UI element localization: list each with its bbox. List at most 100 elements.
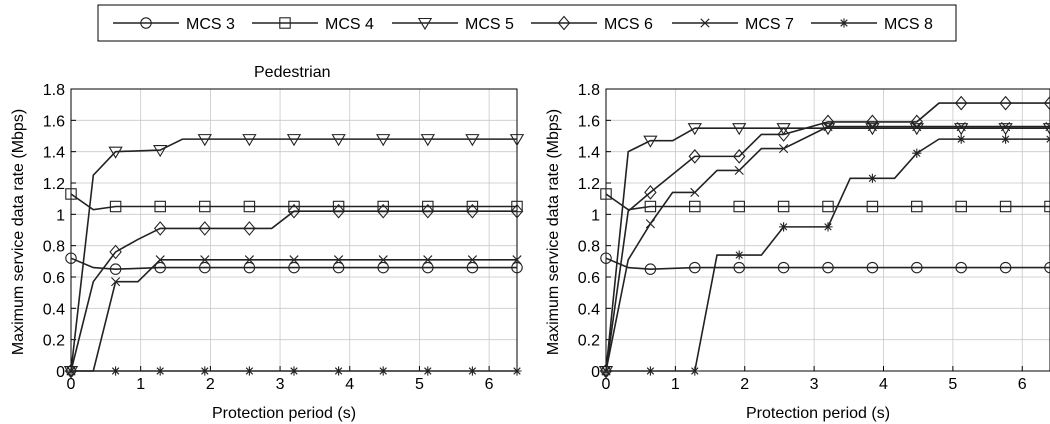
data-point [109, 263, 122, 275]
series-mcs-3 [65, 252, 523, 275]
data-point [64, 363, 78, 379]
plot-frame [605, 88, 1050, 372]
legend-marker-mcs-8 [839, 18, 849, 28]
data-point [243, 200, 256, 213]
data-point [690, 366, 700, 376]
series-line [70, 210, 517, 372]
series-line [70, 257, 517, 270]
legend-label: MCS 7 [745, 16, 794, 33]
legend-label: MCS 4 [325, 16, 374, 33]
data-point [956, 122, 966, 132]
data-point [1043, 95, 1050, 111]
data-point [909, 123, 924, 136]
data-point [689, 200, 701, 213]
data-point [1001, 134, 1011, 144]
series-mcs-4 [65, 188, 523, 213]
data-point [378, 255, 388, 265]
x-axis-label: Protection period (s) [746, 405, 890, 422]
data-point [66, 366, 76, 376]
x-tick-label: 2 [740, 376, 749, 393]
data-point [511, 261, 523, 274]
x-tick-label: 6 [485, 376, 494, 393]
data-point [289, 255, 299, 265]
data-point [911, 261, 923, 274]
x-tick-label: 1 [671, 376, 680, 393]
data-point [600, 188, 612, 200]
series-line [605, 102, 1050, 372]
data-point [823, 122, 833, 132]
y-tick-label: 1.6 [43, 113, 65, 130]
x-tick-label: 3 [276, 376, 285, 393]
data-point [867, 122, 877, 132]
y-tick-label: 0 [591, 364, 600, 381]
data-point [601, 366, 611, 376]
y-axis-label: Maximum service data rate (Mbps) [545, 109, 562, 355]
data-point [421, 203, 435, 219]
data-point [644, 185, 657, 200]
series-mcs-8 [66, 366, 522, 376]
series-mcs-3 [600, 252, 1050, 275]
legend-label: MCS 8 [884, 16, 933, 33]
series-line [605, 257, 1050, 270]
data-point [512, 366, 522, 376]
data-point [600, 252, 612, 264]
data-point [334, 255, 344, 265]
y-tick-label: 0.4 [43, 301, 65, 318]
x-axis-label: Protection period (s) [212, 405, 356, 422]
data-point [734, 250, 744, 260]
legend-marker-mcs-6 [557, 15, 571, 31]
data-point [599, 363, 613, 379]
data-point [376, 203, 390, 219]
data-point [244, 366, 254, 376]
legend: MCS 3 MCS 4 MCS 5 MCS 6 MCS 7 MCS 8 [97, 4, 957, 42]
data-point [286, 134, 302, 147]
data-point [998, 123, 1013, 136]
data-point [108, 146, 123, 159]
data-point [867, 173, 877, 183]
data-point [734, 165, 744, 176]
x-tick-label: 4 [345, 376, 354, 393]
data-point [512, 255, 522, 265]
data-point [777, 261, 790, 274]
y-tick-label: 1.8 [43, 82, 65, 99]
data-point [690, 187, 700, 197]
data-point [645, 366, 655, 376]
y-tick-label: 1.4 [578, 145, 600, 162]
x-tick-label: 1 [136, 376, 145, 393]
legend-marker-mcs-4 [279, 17, 291, 29]
data-point [1042, 123, 1050, 136]
data-point [866, 114, 879, 130]
data-point [509, 134, 525, 147]
data-point [644, 263, 657, 275]
series-line [70, 193, 517, 211]
data-point [777, 127, 790, 142]
data-point [955, 261, 967, 274]
legend-label: MCS 3 [186, 16, 235, 33]
data-point [332, 203, 345, 219]
y-tick-label: 0.6 [43, 270, 65, 287]
data-point [244, 255, 254, 265]
data-point [823, 222, 833, 232]
data-point [334, 366, 344, 376]
data-point [779, 222, 789, 232]
data-point [866, 261, 879, 274]
x-tick-label: 2 [206, 376, 215, 393]
data-point [866, 200, 879, 213]
series-line [605, 125, 1050, 372]
data-point [199, 200, 211, 213]
data-point [467, 255, 477, 265]
data-point [465, 134, 480, 147]
data-point [643, 135, 658, 148]
data-point [111, 366, 121, 376]
data-point [732, 123, 747, 136]
x-tick-label: 0 [67, 376, 76, 393]
data-point [822, 261, 834, 274]
data-point [242, 134, 257, 147]
series-mcs-4 [600, 188, 1050, 213]
data-point [776, 123, 791, 136]
y-tick-label: 1 [56, 207, 65, 224]
data-point [644, 200, 657, 213]
data-point [955, 200, 967, 213]
series-line [70, 138, 517, 372]
